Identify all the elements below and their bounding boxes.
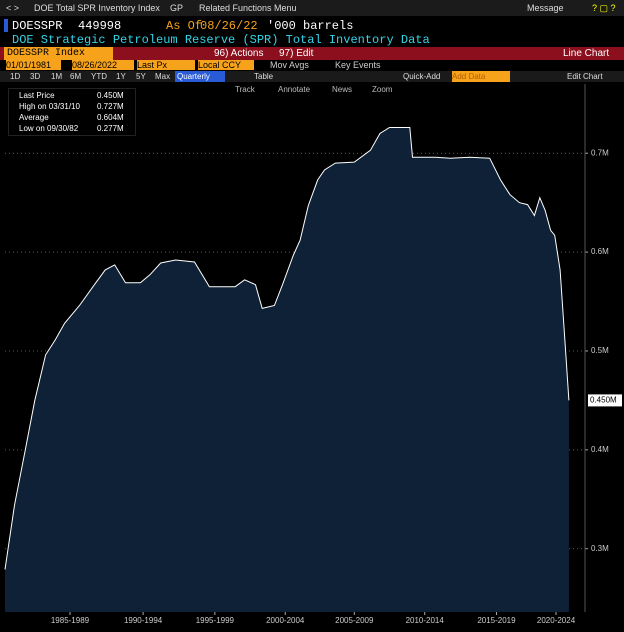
as-of-label: As Of: [166, 19, 203, 33]
security[interactable]: DOESSPR Index: [4, 47, 113, 60]
frequency[interactable]: Quarterly: [175, 71, 225, 82]
ticker: DOESSPR: [12, 19, 63, 33]
currency[interactable]: Local CCY: [198, 60, 254, 70]
x-tick-label: 2015-2019: [477, 616, 516, 625]
units: '000 barrels: [267, 19, 354, 33]
area: [5, 127, 569, 612]
period-button[interactable]: 1Y: [116, 72, 126, 81]
key-events[interactable]: Key Events: [335, 60, 381, 70]
nav-arrows[interactable]: < >: [6, 3, 20, 13]
last-price-label: 0.450M: [590, 396, 617, 405]
quick-add[interactable]: Quick-Add: [403, 72, 441, 81]
y-tick-label: 0.5M: [591, 346, 609, 355]
x-tick-label: 2000-2004: [266, 616, 305, 625]
x-tick-label: 2020-2024: [537, 616, 576, 625]
start-date[interactable]: 01/01/1981: [6, 60, 61, 70]
period-button[interactable]: Max: [155, 72, 171, 81]
description-row: DOE Strategic Petroleum Reserve (SPR) To…: [0, 33, 624, 47]
message[interactable]: Message: [527, 3, 564, 13]
action-bar: DOESSPR Index 96) Actions 97) Edit Line …: [0, 47, 624, 60]
legend-value: 0.450M: [97, 91, 124, 100]
header: DOESSPR 449998 As Of 08/26/22 '000 barre…: [0, 18, 624, 34]
x-tick-label: 1990-1994: [124, 616, 163, 625]
header-value: 449998: [78, 19, 122, 33]
top-title[interactable]: DOE Total SPR Inventory Index: [34, 3, 160, 13]
legend-value: 0.277M: [97, 124, 124, 133]
last-price-tag: [588, 394, 622, 407]
legend-label: Last Price: [19, 91, 55, 100]
legend: Last Price 0.450M High on 03/31/10 0.727M Av…: [8, 88, 136, 136]
y-tick-label: 0.6M: [591, 247, 609, 256]
chart-tool[interactable]: Track: [235, 85, 255, 94]
period-button[interactable]: 3D: [30, 72, 41, 81]
actions-menu[interactable]: 96) Actions: [214, 48, 264, 59]
table-button[interactable]: Table: [254, 72, 274, 81]
legend-value: 0.727M: [97, 102, 124, 111]
period-button[interactable]: YTD: [91, 72, 107, 81]
edit-chart[interactable]: Edit Chart: [567, 72, 603, 81]
x-tick-label: 1995-1999: [196, 616, 235, 625]
y-tick-label: 0.3M: [591, 544, 609, 553]
period-button[interactable]: 1D: [10, 72, 21, 81]
period-button[interactable]: 1M: [51, 72, 63, 81]
ticker-marker: [4, 19, 8, 32]
edit-menu[interactable]: 97) Edit: [279, 48, 314, 59]
mov-avgs[interactable]: Mov Avgs: [270, 60, 309, 70]
chart-tool[interactable]: Annotate: [278, 85, 311, 94]
end-date[interactable]: 08/26/2022: [72, 60, 134, 70]
period-button[interactable]: 5Y: [136, 72, 146, 81]
add-data[interactable]: Add Data: [452, 71, 510, 82]
chart-tool[interactable]: Zoom: [372, 85, 393, 94]
chart-type: Line Chart: [563, 48, 610, 59]
x-tick-label: 2010-2014: [406, 616, 445, 625]
y-tick-label: 0.7M: [591, 148, 609, 157]
help-icons[interactable]: ? ▢ ?: [592, 3, 616, 13]
legend-label: Average: [19, 113, 49, 122]
legend-label: Low on 09/30/82: [19, 124, 79, 133]
related-menu[interactable]: Related Functions Menu: [199, 3, 297, 13]
as-of-date: 08/26/22: [200, 19, 258, 33]
period-button[interactable]: 6M: [70, 72, 82, 81]
price-field[interactable]: Last Px: [137, 60, 195, 70]
x-tick-label: 2005-2009: [335, 616, 374, 625]
description: DOE Strategic Petroleum Reserve (SPR) To…: [12, 33, 430, 47]
legend-value: 0.604M: [97, 113, 124, 122]
top-bar: < > DOE Total SPR Inventory Index GP Rel…: [0, 0, 624, 16]
gp-menu[interactable]: GP: [170, 3, 184, 13]
legend-label: High on 03/31/10: [19, 102, 80, 111]
period-bar: Quarterly Table Quick-Add Add Data Edit …: [0, 71, 624, 82]
x-tick-label: 1985-1989: [51, 616, 90, 625]
chart-tool[interactable]: News: [332, 85, 353, 94]
date-bar: 01/01/1981 08/26/2022 Last Px Local CCY …: [0, 60, 624, 71]
line: [4, 127, 570, 570]
chart-tools: Track Annotate News Zoom: [0, 84, 624, 95]
y-tick-label: 0.4M: [591, 445, 609, 454]
